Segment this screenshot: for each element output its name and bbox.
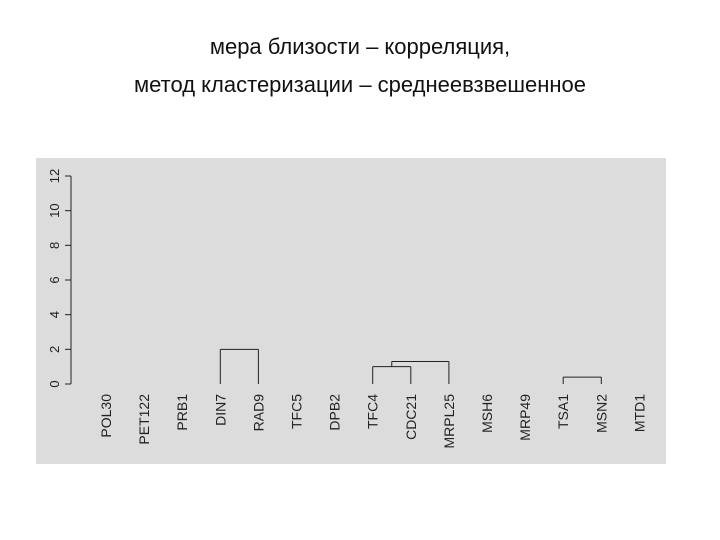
y-tick-label: 4	[47, 311, 62, 318]
y-tick-label: 10	[47, 203, 62, 217]
leaf-label: TSA1	[555, 394, 571, 429]
y-tick-label: 12	[47, 169, 62, 183]
leaf-label: MSH6	[479, 394, 495, 433]
leaf-label: CDC21	[403, 394, 419, 440]
y-tick-label: 2	[47, 346, 62, 353]
y-tick-label: 6	[47, 276, 62, 283]
leaf-label: PRB1	[174, 394, 190, 431]
title-line-2: метод кластеризации – среднеевзвешенное	[134, 72, 586, 97]
leaf-label: DIN7	[212, 394, 228, 426]
leaf-label: DPB2	[327, 394, 343, 431]
dendrogram-figure: 0 2 4 6 8 10 12 POL30 PET122 PRB1 DIN7 RAD9 TFC5 DPB2…	[36, 158, 666, 464]
y-tick-label: 8	[47, 242, 62, 249]
leaf-label: TFC5	[289, 394, 305, 429]
leaf-label: MRPL25	[441, 394, 457, 449]
leaf-label: TFC4	[365, 394, 381, 429]
y-tick-label: 0	[47, 380, 62, 387]
leaf-label: MTD1	[631, 394, 647, 432]
leaf-label: RAD9	[250, 394, 266, 432]
leaf-label: POL30	[98, 394, 114, 438]
slide-title: мера близости – корреляция, метод класте…	[0, 28, 720, 104]
leaf-label: PET122	[136, 394, 152, 445]
leaf-label: MRP49	[517, 394, 533, 441]
dendrogram-svg: 0 2 4 6 8 10 12 POL30 PET122 PRB1 DIN7 RAD9 TFC5 DPB2…	[47, 169, 647, 449]
leaf-label: MSN2	[593, 394, 609, 433]
title-line-1: мера близости – корреляция,	[209, 34, 511, 59]
